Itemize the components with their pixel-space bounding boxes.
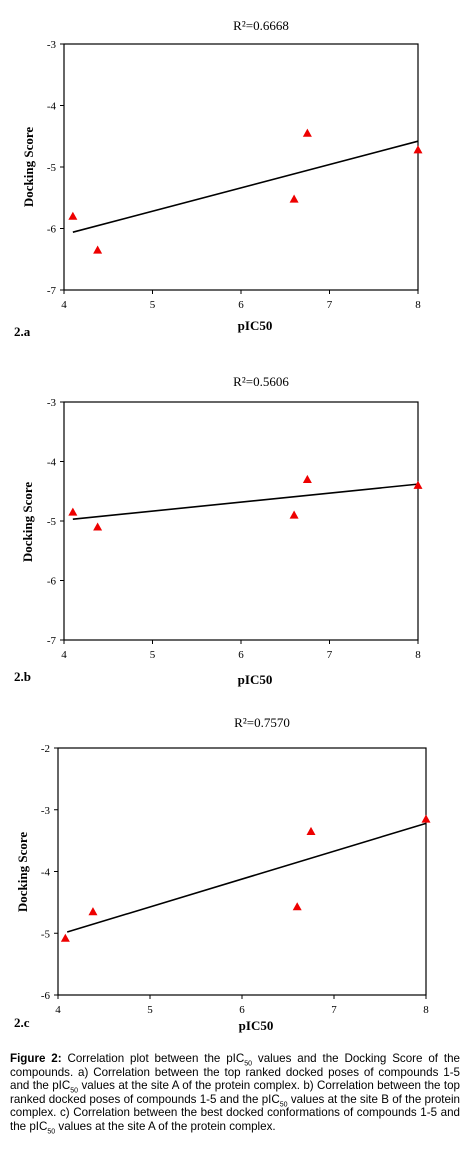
trend-line [72,483,419,521]
y-tick-label: -7 [47,285,57,297]
y-tick-label: -7 [47,635,57,647]
y-tick-label: -2 [41,743,50,755]
y-tick-label: -3 [47,39,57,51]
chart-title: R²=0.6668 [233,18,289,33]
data-point-marker [68,507,78,516]
y-tick-label: -6 [47,224,57,236]
data-point-marker [88,907,98,916]
x-tick-label: 6 [238,299,244,311]
x-tick-label: 5 [150,299,156,311]
caption-label: Figure 2: [10,1052,62,1065]
y-tick-label: -6 [41,990,51,1002]
y-tick-label: -5 [41,928,51,940]
y-tick-label: -3 [47,397,57,409]
data-point-marker [68,211,78,220]
x-tick-label: 4 [55,1004,61,1016]
x-axis-label: pIC50 [238,318,273,333]
plot-area-frame [63,43,419,291]
data-point-marker [302,128,312,137]
x-tick-label: 7 [327,299,333,311]
y-tick-label: -4 [47,101,57,113]
trend-line [66,822,427,933]
x-tick-label: 4 [61,299,67,311]
plot-area-frame [63,401,419,641]
data-point-marker [306,826,316,835]
data-point-marker [421,814,431,823]
data-point-marker [413,480,423,489]
x-tick-label: 6 [239,1004,245,1016]
x-tick-label: 6 [238,649,244,661]
data-point-marker [289,194,299,203]
panel-label: 2.c [14,1015,30,1030]
y-axis-label: Docking Score [15,832,30,913]
x-axis-label: pIC50 [238,672,273,687]
y-tick-label: -4 [41,867,51,879]
data-point-marker [93,522,103,531]
y-tick-label: -5 [47,516,57,528]
chart-title: R²=0.5606 [233,374,289,389]
y-tick-label: -6 [47,576,57,588]
y-tick-label: -3 [41,805,51,817]
panel-label: 2.a [14,324,31,339]
x-tick-label: 7 [331,1004,337,1016]
y-axis-label: Docking Score [20,482,35,563]
trend-line [72,140,419,233]
figure-caption: Figure 2: Correlation plot between the p… [10,1052,460,1136]
x-tick-label: 7 [327,649,333,661]
panel-label: 2.b [14,669,31,684]
x-tick-label: 8 [415,299,421,311]
data-point-marker [289,510,299,519]
data-point-marker [302,474,312,483]
data-point-marker [93,245,103,254]
chart-title: R²=0.7570 [234,715,290,730]
data-point-marker [60,933,70,942]
x-tick-label: 4 [61,649,67,661]
data-point-marker [292,902,302,911]
y-axis-label: Docking Score [21,127,36,208]
data-point-marker [413,145,423,154]
x-tick-label: 5 [150,649,156,661]
plot-area-frame [57,747,427,996]
y-tick-label: -5 [47,162,57,174]
x-axis-label: pIC50 [239,1018,274,1033]
x-tick-label: 8 [423,1004,429,1016]
x-tick-label: 5 [147,1004,153,1016]
x-tick-label: 8 [415,649,421,661]
y-tick-label: -4 [47,457,57,469]
